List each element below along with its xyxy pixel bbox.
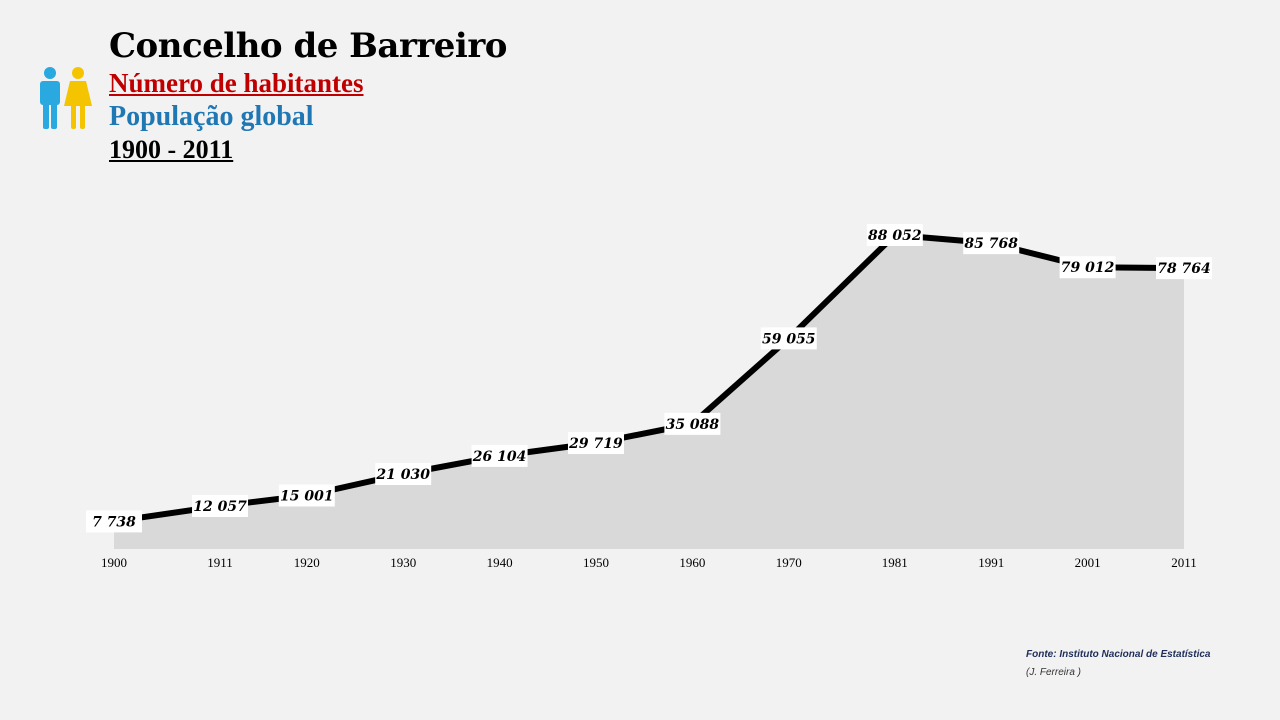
x-tick-label: 1970: [776, 555, 802, 570]
male-figure-icon: [40, 67, 60, 129]
chart-subtitle-secondary: População global: [109, 101, 314, 132]
data-label-box: [866, 224, 923, 246]
author-note: (J. Ferreira ): [1026, 667, 1081, 678]
data-label: 78 764: [1157, 261, 1211, 277]
period-label: 1900 - 2011: [109, 135, 234, 164]
data-label-box: [471, 444, 528, 467]
x-tick-label: 1930: [390, 555, 416, 570]
x-tick-label: 1991: [978, 555, 1004, 570]
data-label-box: [192, 495, 249, 518]
data-label: 26 104: [472, 449, 527, 465]
data-label: 29 719: [568, 436, 623, 452]
data-label: 12 057: [193, 499, 247, 515]
data-label-box: [1059, 256, 1116, 279]
data-label: 21 030: [375, 467, 430, 483]
data-label: 85 768: [964, 236, 1018, 252]
source-note: Fonte: Instituto Nacional de Estatística: [1026, 649, 1211, 660]
x-tick-label: 1911: [207, 555, 233, 570]
data-label-box: [963, 232, 1020, 255]
data-label: 35 088: [666, 417, 720, 433]
x-tick-label: 1981: [882, 555, 908, 570]
data-label-box: [375, 463, 432, 486]
chart-subtitle: Número de habitantes: [109, 68, 364, 98]
female-figure-icon: [64, 67, 92, 129]
data-label: 79 012: [1061, 260, 1115, 276]
data-label-box: [278, 484, 335, 507]
x-tick-label: 1960: [679, 555, 705, 570]
x-tick-label: 1900: [101, 555, 127, 570]
x-tick-label: 2001: [1075, 555, 1101, 570]
people-male-female-icon: [40, 67, 92, 129]
data-label-box: [664, 412, 721, 435]
data-label: 59 055: [762, 331, 816, 347]
data-label-box: [1156, 257, 1212, 280]
data-label-box: [86, 510, 142, 533]
x-tick-label: 1940: [487, 555, 513, 570]
title-block: Concelho de Barreiro Número de habitante…: [109, 26, 507, 166]
population-area: [114, 235, 1184, 549]
page-title: Concelho de Barreiro: [109, 26, 507, 66]
x-tick-label: 1920: [294, 555, 320, 570]
data-label: 7 738: [92, 514, 136, 530]
x-tick-label: 1950: [583, 555, 609, 570]
data-label: 15 001: [280, 489, 334, 505]
data-label-box: [760, 327, 817, 350]
x-tick-label: 2011: [1171, 555, 1197, 570]
data-label-box: [567, 432, 624, 455]
data-label: 88 052: [868, 228, 922, 244]
